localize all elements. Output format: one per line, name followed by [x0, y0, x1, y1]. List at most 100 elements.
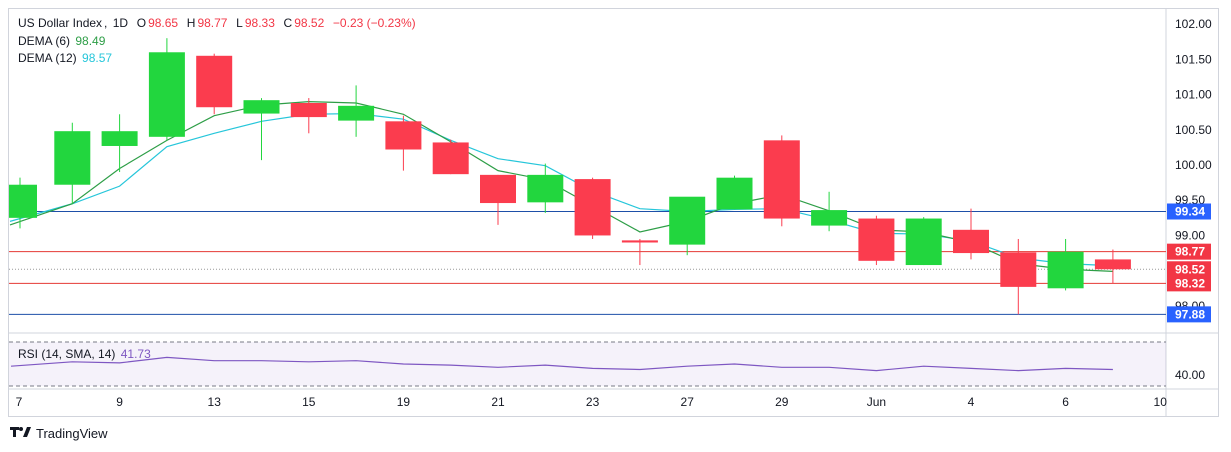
- candle: [858, 215, 895, 266]
- candle-body: [621, 240, 658, 243]
- interval-label: 1D: [112, 16, 129, 30]
- price-label-box: [1167, 306, 1211, 323]
- candle-body: [480, 174, 516, 204]
- price-label-text: 98.52: [1175, 262, 1205, 276]
- dema12-label: DEMA (12): [18, 51, 77, 65]
- change-value: −0.23 (−0.23%): [332, 16, 416, 30]
- candle-body: [101, 131, 138, 146]
- rsi-tick-label: 40.00: [1175, 368, 1205, 382]
- rsi-line: [10, 356, 1113, 372]
- candle: [196, 53, 233, 115]
- candle: [385, 115, 422, 171]
- candle: [905, 217, 942, 266]
- price-label-box: [1167, 261, 1211, 278]
- candle-body: [669, 196, 706, 245]
- candle: [621, 238, 658, 266]
- candle: [54, 122, 91, 204]
- y-tick-label: 101.50: [1175, 52, 1212, 66]
- candle-body: [763, 140, 800, 219]
- rsi-legend[interactable]: RSI (14, SMA, 14) 41.73: [18, 347, 153, 361]
- x-tick-label: 9: [116, 395, 123, 409]
- close-value: 98.52: [294, 16, 325, 30]
- x-tick-label: 21: [491, 395, 505, 409]
- candle-body: [716, 177, 753, 210]
- candle-body: [432, 142, 469, 175]
- candle-body: [243, 100, 280, 114]
- candle-body: [290, 103, 327, 118]
- candle-body: [858, 218, 895, 261]
- price-label-99.34: 99.34: [1167, 203, 1211, 220]
- candle: [243, 98, 280, 161]
- close-key: C: [283, 16, 293, 30]
- candle: [1047, 238, 1084, 291]
- candle-body: [905, 218, 942, 266]
- open-value: 98.65: [148, 16, 179, 30]
- candle-body: [953, 229, 989, 254]
- y-tick-label: 100.50: [1175, 123, 1212, 137]
- candle: [101, 114, 138, 173]
- dema12-value: 98.57: [82, 51, 113, 65]
- dema6-label: DEMA (6): [18, 34, 71, 48]
- candle-body: [1047, 251, 1084, 289]
- chart-frame: [8, 8, 1219, 417]
- brand-text: TradingView: [36, 426, 108, 441]
- y-tick-label: 102.00: [1175, 17, 1212, 31]
- price-label-98.52: 98.52: [1167, 261, 1211, 278]
- price-label-box: [1167, 203, 1211, 220]
- price-label-text: 97.88: [1175, 307, 1205, 321]
- x-tick-label: 15: [302, 395, 316, 409]
- low-key: L: [236, 16, 243, 30]
- dema6-value: 98.49: [75, 34, 106, 48]
- rsi-label: RSI (14, SMA, 14): [18, 347, 116, 361]
- dema6-legend[interactable]: DEMA (6) 98.49: [18, 34, 107, 48]
- tradingview-brand[interactable]: TradingView: [10, 426, 108, 441]
- candle-body: [1094, 259, 1131, 270]
- candle-body: [9, 184, 37, 218]
- rsi-band-fill: [9, 342, 1166, 386]
- candle: [290, 98, 327, 134]
- symbol-name: US Dollar Index: [18, 16, 103, 30]
- x-tick-label: 29: [775, 395, 789, 409]
- price-label-text: 98.32: [1175, 276, 1205, 290]
- tradingview-logo-icon: [10, 426, 32, 441]
- candle-body: [527, 174, 564, 203]
- candle-body: [148, 52, 185, 137]
- candle: [338, 85, 375, 137]
- candle: [480, 174, 516, 225]
- y-tick-label: 101.00: [1175, 88, 1212, 102]
- open-key: O: [136, 16, 147, 30]
- candle: [669, 196, 706, 256]
- price-label-text: 98.77: [1175, 245, 1205, 259]
- x-tick-label: 13: [208, 395, 222, 409]
- candle-body: [574, 179, 611, 236]
- candle: [811, 191, 848, 232]
- candle: [9, 177, 37, 229]
- candle-body: [54, 131, 91, 185]
- candle: [763, 135, 800, 227]
- candle: [574, 177, 611, 239]
- symbol-legend: US Dollar Index, 1D O 98.65 H 98.77 L 98.33…: [18, 16, 416, 30]
- dema12-legend[interactable]: DEMA (12) 98.57: [18, 51, 114, 65]
- candle: [1094, 249, 1131, 284]
- candle-body: [338, 105, 375, 121]
- candle: [148, 38, 185, 141]
- y-tick-label: 99.00: [1175, 228, 1205, 242]
- x-tick-label: 4: [968, 395, 975, 409]
- high-key: H: [186, 16, 196, 30]
- x-tick-label: 27: [681, 395, 695, 409]
- price-label-box: [1167, 243, 1211, 260]
- low-value: 98.33: [244, 16, 275, 30]
- high-value: 98.77: [197, 16, 228, 30]
- price-label-box: [1167, 275, 1211, 292]
- candle-body: [811, 210, 848, 226]
- candle: [953, 208, 989, 260]
- rsi-value: 41.73: [120, 347, 151, 361]
- x-tick-label: 19: [397, 395, 411, 409]
- x-tick-label: 10: [1154, 395, 1168, 409]
- candle-body: [196, 55, 233, 108]
- candle-body: [385, 121, 422, 150]
- candle: [527, 163, 564, 213]
- candle-body: [1000, 252, 1037, 287]
- candle: [432, 139, 469, 175]
